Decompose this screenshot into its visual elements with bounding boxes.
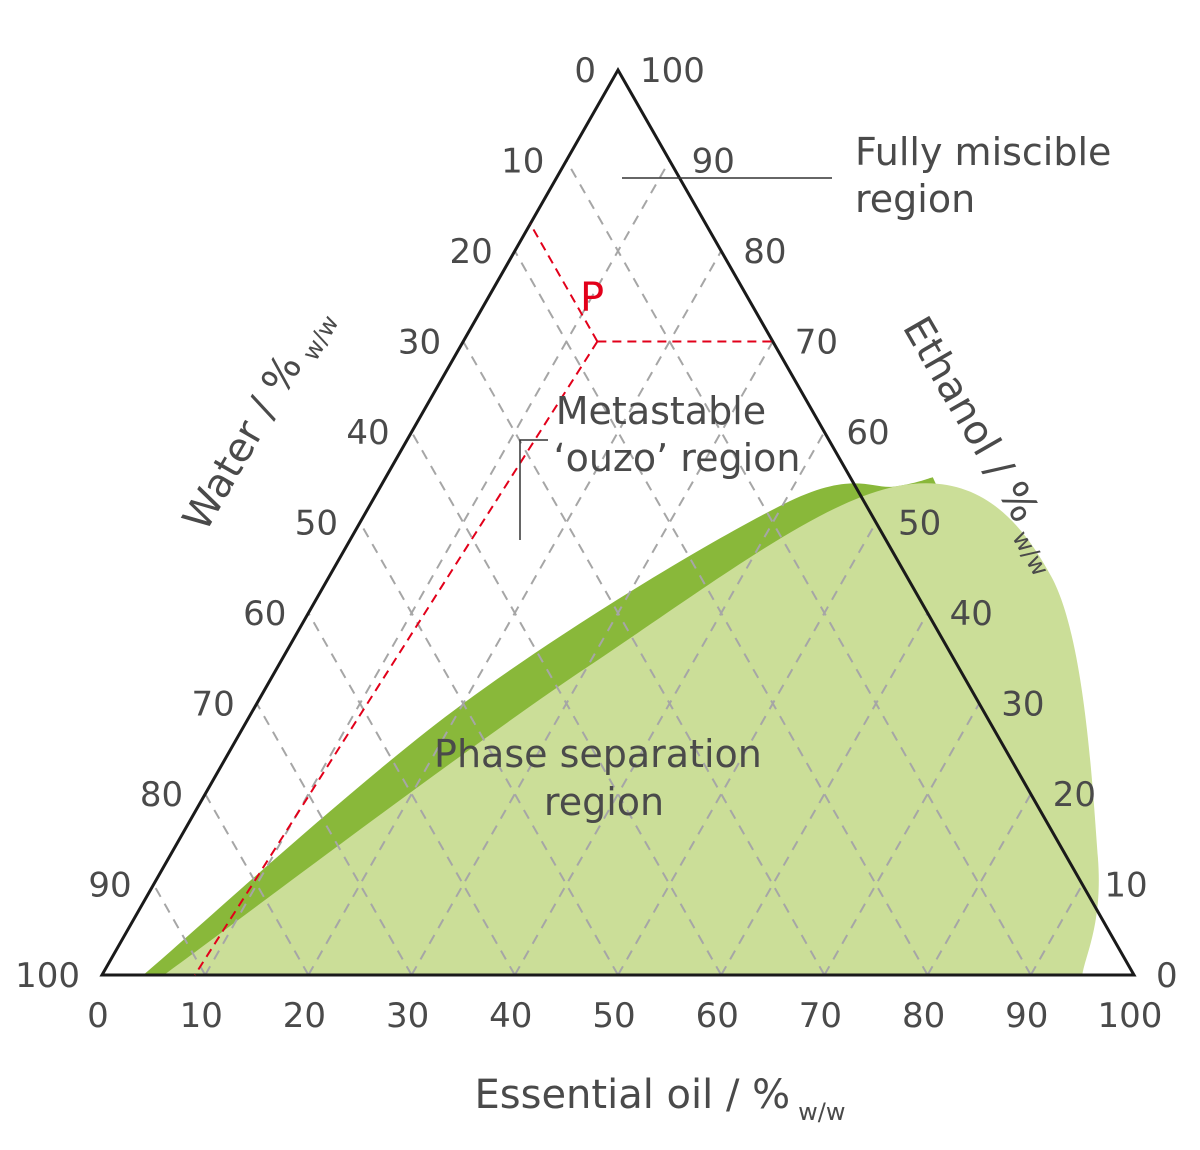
ethanol-tick-label: 40 bbox=[950, 594, 993, 634]
water-tick-label: 0 bbox=[574, 51, 596, 91]
grid-line-water-50 bbox=[359, 522, 619, 976]
ethanol-tick-label: 50 bbox=[898, 504, 941, 544]
water-axis-ticks: 0 10 20 30 40 50 60 70 80 90 100 bbox=[15, 51, 596, 996]
grid-line-oil-50 bbox=[617, 522, 877, 976]
point-p-construction-lines bbox=[194, 223, 773, 976]
grid-line-water-40 bbox=[410, 431, 723, 976]
ouzo-leader-line bbox=[519, 439, 548, 540]
grid-line-water-30 bbox=[462, 341, 826, 976]
water-tick-label: 90 bbox=[88, 866, 131, 906]
grid-line-oil-40 bbox=[513, 431, 826, 976]
p-line-to-water bbox=[529, 223, 599, 342]
ethanol-tick-label: 10 bbox=[1104, 866, 1147, 906]
point-p-label: P bbox=[580, 275, 604, 321]
water-tick-label: 20 bbox=[450, 232, 493, 272]
grid-line-water-70 bbox=[255, 703, 413, 976]
miscible-region-label: Fully miscible region bbox=[855, 130, 1124, 221]
essential-oil-axis-title: Essential oil / % w/w bbox=[474, 1072, 845, 1126]
ouzo-region-label: Metastable ‘ouzo’ region bbox=[554, 389, 801, 480]
phase-separation-region-area bbox=[163, 483, 1099, 975]
essential-oil-tick-label: 50 bbox=[592, 996, 635, 1036]
grid-line-water-60 bbox=[307, 612, 516, 976]
grid-line-oil-60 bbox=[720, 612, 929, 976]
essential-oil-tick-label: 100 bbox=[1098, 996, 1163, 1036]
ethanol-tick-label: 30 bbox=[1001, 685, 1044, 725]
grid-lines bbox=[152, 160, 1084, 976]
ethanol-tick-label: 20 bbox=[1053, 775, 1096, 815]
essential-oil-tick-label: 90 bbox=[1005, 996, 1048, 1036]
triangle-outline bbox=[99, 66, 1137, 977]
essential-oil-tick-label: 40 bbox=[489, 996, 532, 1036]
essential-oil-tick-label: 0 bbox=[87, 996, 109, 1036]
ethanol-tick-label: 60 bbox=[846, 413, 889, 453]
grid-line-oil-70 bbox=[823, 703, 981, 976]
ethanol-tick-label: 70 bbox=[795, 323, 838, 363]
water-tick-label: 100 bbox=[15, 956, 80, 996]
water-tick-label: 50 bbox=[295, 504, 338, 544]
grid-line-oil-30 bbox=[410, 341, 774, 976]
water-tick-label: 60 bbox=[243, 594, 286, 634]
grid-line-water-10 bbox=[565, 160, 1032, 976]
water-tick-label: 80 bbox=[140, 775, 183, 815]
water-tick-label: 70 bbox=[192, 685, 235, 725]
water-tick-label: 30 bbox=[398, 323, 441, 363]
ethanol-tick-label: 100 bbox=[640, 51, 705, 91]
ethanol-tick-label: 90 bbox=[692, 142, 735, 182]
essential-oil-axis-ticks: 0 10 20 30 40 50 60 70 80 90 100 bbox=[87, 996, 1162, 1036]
essential-oil-tick-label: 20 bbox=[283, 996, 326, 1036]
water-tick-label: 40 bbox=[346, 413, 389, 453]
phase-separation-region-label: Phase separation region bbox=[434, 732, 774, 824]
ethanol-tick-label: 80 bbox=[743, 232, 786, 272]
essential-oil-tick-label: 80 bbox=[902, 996, 945, 1036]
essential-oil-tick-label: 30 bbox=[386, 996, 429, 1036]
essential-oil-tick-label: 10 bbox=[180, 996, 223, 1036]
water-tick-label: 10 bbox=[501, 142, 544, 182]
p-dilution-line bbox=[194, 340, 599, 976]
essential-oil-tick-label: 70 bbox=[799, 996, 842, 1036]
ethanol-tick-label: 0 bbox=[1156, 956, 1178, 996]
essential-oil-tick-label: 60 bbox=[696, 996, 739, 1036]
grid-line-oil-10 bbox=[204, 160, 671, 976]
